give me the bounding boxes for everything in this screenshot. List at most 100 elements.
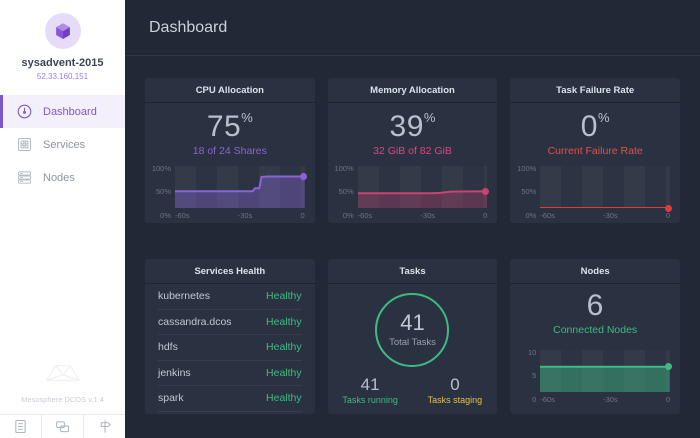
cpu-unit: % [241,110,253,125]
panel-title: Memory Allocation [327,78,498,103]
panel-title: CPU Allocation [145,78,315,103]
x-tick: -30s [420,211,435,220]
sidebar-item-services[interactable]: Services [0,128,125,161]
service-status: Healthy [266,290,302,303]
panel-memory-allocation: Memory Allocation 39% 32 GiB of 82 GiB 1… [327,78,498,223]
tasks-running-value: 41 [360,375,380,394]
failure-value: 0 [580,110,598,143]
tasks-staging-value: 0 [450,375,460,394]
x-tick: 0 [665,395,670,404]
service-status: Healthy [266,315,302,328]
cluster-logo: sysadvent-2015 52.33.160.151 [0,0,125,81]
chart-plot [175,166,307,208]
sidebar-item-label: Nodes [43,171,75,184]
y-tick: 5 [532,371,537,381]
y-axis-labels: 100% 50% 0% [151,164,175,220]
y-tick: 100% [151,164,171,173]
panel-title: Task Failure Rate [510,78,680,103]
service-row[interactable]: jenkins Healthy [158,361,302,386]
version-text: Mesosphere DCOS v.1.4 [21,395,104,404]
dcos-cube-icon [44,13,81,49]
failure-subtitle: Current Failure Rate [547,145,643,157]
y-axis-labels: 100% 50% 0% [334,164,358,220]
sidebar-item-dashboard[interactable]: Dashboard [0,95,125,128]
panel-task-failure-rate: Task Failure Rate 0% Current Failure Rat… [510,78,680,223]
x-tick: 0 [665,211,670,220]
services-list: kubernetes Healthy cassandra.dcos Health… [145,284,315,412]
sidebar-item-label: Dashboard [43,105,97,118]
service-name: cassandra.dcos [158,315,232,328]
task-failure-chart: 100% 50% 0% -60s -30s 0 [516,164,672,220]
service-name: hdfs [158,341,178,354]
chart-plot [540,166,672,212]
service-name: kubernetes [158,290,210,303]
sidebar-menu: Dashboard Services [0,95,125,194]
service-row[interactable]: hdfs Healthy [158,335,302,361]
feedback-icon[interactable] [41,415,83,438]
y-tick: 100% [334,164,354,173]
mesosphere-watermark: Mesosphere DCOS v.1.4 [0,360,125,414]
x-tick: -60s [175,211,190,220]
dashboard-grid: CPU Allocation 75% 18 of 24 Shares 100% 5… [125,56,700,414]
failure-unit: % [597,110,610,125]
x-tick: -60s [357,211,373,220]
page-title: Dashboard [149,18,228,36]
nodes-value: 6 [586,289,604,322]
chart-plot [540,350,672,392]
y-tick: 50% [521,187,537,197]
cluster-name: sysadvent-2015 [21,57,104,69]
service-status: Healthy [266,392,302,405]
nodes-chart: 10 5 0 -60s -30s 0 [516,348,672,404]
x-axis-labels: -60s -30s 0 [358,211,488,220]
documentation-icon[interactable] [0,415,41,438]
panel-tasks: Tasks 41 Total Tasks 41 Tasks running 0 … [327,259,498,414]
x-axis-labels: -60s -30s 0 [175,211,305,220]
service-name: spark [158,392,184,405]
y-axis-labels: 100% 50% 0% [516,164,540,220]
x-tick: -30s [237,211,253,220]
memory-allocation-chart: 100% 50% 0% -60s -30s 0 [334,164,490,220]
memory-subtitle: 32 GiB of 82 GiB [373,145,452,157]
x-tick: -60s [540,211,555,220]
cpu-subtitle: 18 of 24 Shares [192,145,267,157]
chart-end-dot [665,204,672,212]
total-tasks-value: 41 [400,310,425,335]
y-tick: 10 [527,348,537,357]
sidebar: sysadvent-2015 52.33.160.151 Dashboard [0,0,125,438]
y-tick: 0 [532,394,537,404]
chart-end-dot [665,363,672,371]
cluster-ip[interactable]: 52.33.160.151 [36,72,89,81]
signpost-icon[interactable] [83,415,125,438]
sidebar-footer [0,414,125,438]
total-tasks-ring: 41 Total Tasks [375,293,450,367]
sidebar-item-nodes[interactable]: Nodes [0,161,125,194]
service-row[interactable]: spark Healthy [158,386,302,412]
cpu-value: 75 [206,110,242,143]
x-axis-labels: -60s -30s 0 [540,395,670,404]
nodes-stack-icon [16,169,33,186]
chart-end-dot [482,187,490,195]
panel-title: Tasks [327,259,498,284]
panel-nodes: Nodes 6 Connected Nodes 10 5 0 -60s -30s 0 [510,259,680,414]
x-tick: 0 [300,211,305,220]
tasks-staging-label: Tasks staging [427,395,483,405]
tasks-running-stat: 41 Tasks running [328,376,413,405]
y-tick: 0% [160,210,171,220]
memory-unit: % [423,110,436,125]
service-row[interactable]: kubernetes Healthy [158,284,302,310]
tasks-staging-stat: 0 Tasks staging [413,376,498,405]
services-grid-icon [16,136,33,153]
x-tick: -60s [540,395,555,404]
tasks-running-label: Tasks running [342,395,398,405]
panel-title: Nodes [510,259,680,284]
service-status: Healthy [266,341,302,354]
chart-end-dot [299,173,307,180]
panel-services-health: Services Health kubernetes Healthy cassa… [145,259,315,414]
y-tick: 100% [517,164,537,173]
x-tick: -30s [603,395,618,404]
nodes-subtitle: Connected Nodes [553,324,638,336]
cpu-allocation-chart: 100% 50% 0% -60s -30s 0 [151,164,307,220]
service-row[interactable]: cassandra.dcos Healthy [158,310,302,335]
chart-plot [357,166,490,208]
x-tick: 0 [483,211,488,220]
